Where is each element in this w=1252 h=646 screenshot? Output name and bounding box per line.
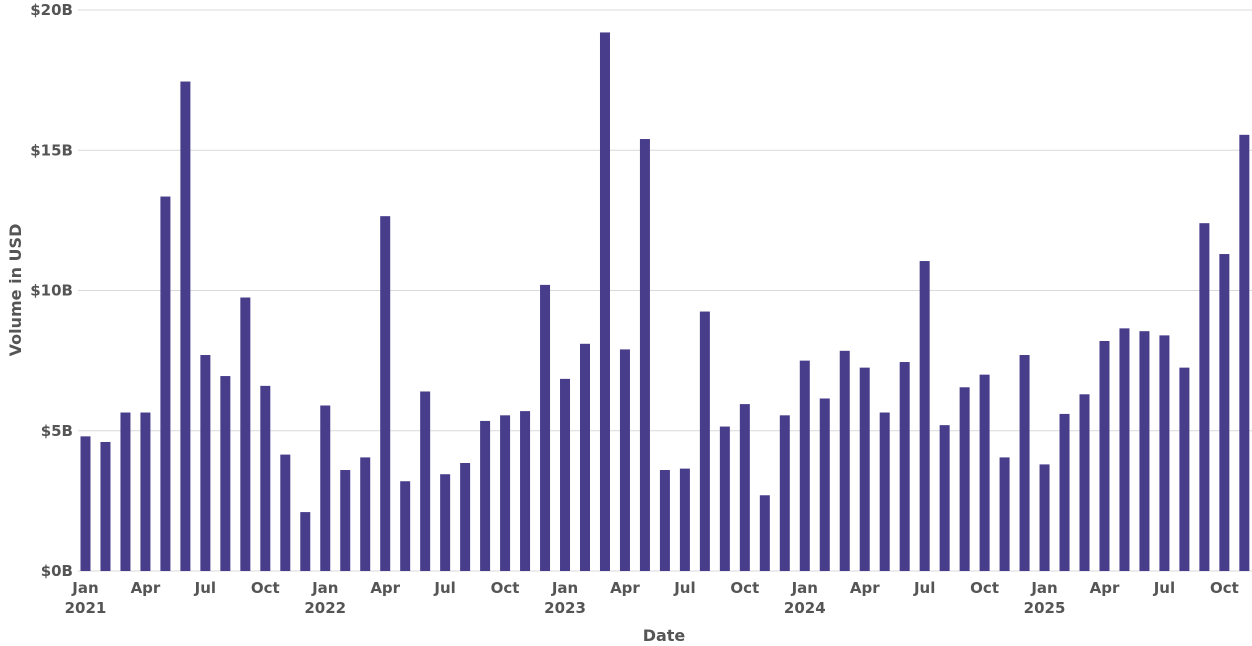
x-tick-label: Oct: [1210, 579, 1239, 597]
x-tick-year-label: 2025: [1024, 599, 1066, 617]
x-tick-label: Jul: [194, 579, 216, 597]
bar: [240, 297, 251, 571]
bar: [100, 441, 111, 571]
bar: [1059, 413, 1070, 571]
bar: [599, 32, 610, 571]
x-tick-label: Jul: [913, 579, 935, 597]
bar: [1179, 367, 1190, 571]
bar: [540, 284, 551, 571]
bar: [1199, 223, 1210, 571]
x-tick-label: Jan: [791, 579, 818, 597]
x-tick-label: Jul: [1153, 579, 1175, 597]
bar: [180, 81, 191, 571]
bar: [260, 385, 271, 571]
bar: [80, 436, 91, 571]
x-tick-label: Oct: [251, 579, 280, 597]
bar: [939, 425, 950, 571]
bar: [340, 470, 351, 571]
bar: [799, 360, 810, 571]
bar: [400, 481, 411, 571]
bar: [140, 412, 151, 571]
bar: [1079, 394, 1090, 571]
x-tick-label: Jan: [1030, 579, 1057, 597]
bar: [619, 349, 630, 571]
bar: [280, 454, 291, 571]
bar: [1039, 464, 1050, 571]
bar: [420, 391, 431, 571]
x-tick-label: Jul: [433, 579, 455, 597]
y-tick-label: $5B: [41, 422, 73, 440]
bar: [320, 405, 331, 571]
bar: [779, 415, 790, 571]
bar: [659, 470, 670, 571]
bar: [1019, 355, 1030, 571]
bar: [879, 412, 890, 571]
bar: [679, 468, 690, 571]
bar: [380, 216, 391, 572]
bar: [859, 367, 870, 571]
bar: [1139, 331, 1150, 571]
y-tick-label: $15B: [30, 141, 73, 159]
bar: [899, 362, 910, 571]
bar: [520, 411, 531, 571]
bar: [999, 457, 1010, 571]
x-tick-year-label: 2021: [65, 599, 107, 617]
x-tick-label: Oct: [730, 579, 759, 597]
gridlines: [78, 9, 1252, 572]
bar: [759, 495, 770, 571]
x-tick-label: Apr: [850, 579, 880, 597]
x-tick-label: Jul: [673, 579, 695, 597]
bar: [1219, 254, 1230, 571]
bar: [460, 463, 471, 571]
bar: [1239, 134, 1250, 571]
y-tick-label: $0B: [41, 562, 73, 580]
x-tick-label: Oct: [491, 579, 520, 597]
x-tick-label: Jan: [311, 579, 338, 597]
bar: [300, 512, 311, 571]
x-tick-year-label: 2024: [784, 599, 826, 617]
y-tick-label: $10B: [30, 282, 73, 300]
bar: [959, 387, 970, 571]
x-tick-label: Oct: [970, 579, 999, 597]
x-tick-label: Jan: [71, 579, 98, 597]
bar: [1119, 328, 1130, 571]
y-axis-ticks: $0B $5B $10B $15B $20B: [30, 1, 73, 580]
x-axis-title: Date: [643, 626, 686, 645]
bar: [979, 374, 990, 571]
bar: [719, 426, 730, 571]
bar: [160, 196, 171, 571]
x-tick-label: Apr: [370, 579, 400, 597]
y-axis-title: Volume in USD: [6, 224, 25, 357]
bar: [440, 474, 451, 571]
x-tick-label: Jan: [551, 579, 578, 597]
bar: [560, 378, 571, 571]
bar: [120, 412, 131, 571]
bar: [1159, 335, 1170, 571]
y-tick-label: $20B: [30, 1, 73, 19]
bar: [480, 420, 491, 571]
bar: [639, 139, 650, 571]
x-axis-ticks: Jan 2021 Apr Jul Oct Jan 2022 Apr Jul Oct Jan 2023 A…: [65, 579, 1239, 617]
bar: [200, 355, 211, 571]
x-tick-label: Apr: [131, 579, 161, 597]
x-tick-label: Apr: [610, 579, 640, 597]
x-tick-label: Apr: [1090, 579, 1120, 597]
x-tick-year-label: 2023: [544, 599, 586, 617]
bar: [360, 457, 371, 571]
bar: [220, 376, 231, 571]
bars: [80, 32, 1250, 572]
bar: [500, 415, 511, 571]
bar: [699, 311, 710, 571]
bar: [739, 404, 750, 571]
bar: [839, 350, 850, 571]
bar: [1099, 340, 1110, 571]
bar: [819, 398, 830, 571]
x-tick-year-label: 2022: [304, 599, 346, 617]
bar: [919, 261, 930, 571]
bar: [580, 343, 590, 571]
